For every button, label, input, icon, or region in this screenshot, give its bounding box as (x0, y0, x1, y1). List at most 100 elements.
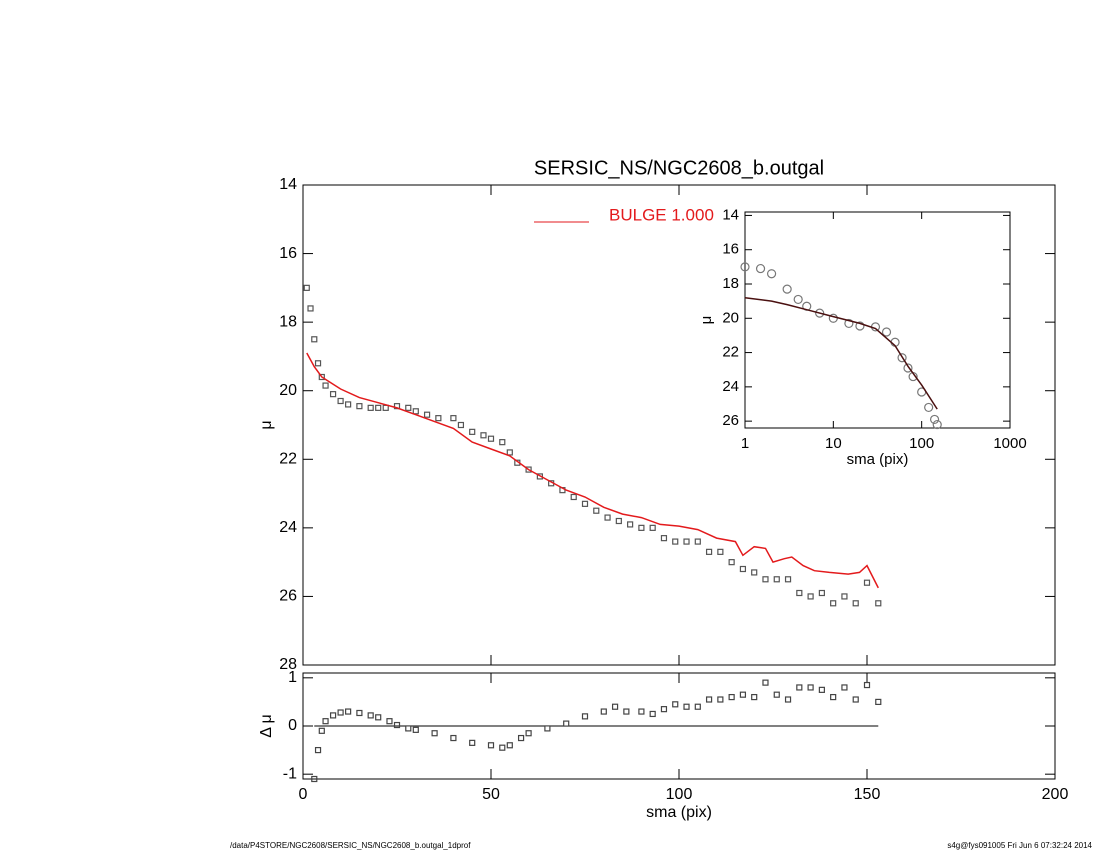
data-point (694, 538, 701, 545)
y-axis-label: μ (258, 420, 275, 429)
data-point (875, 600, 882, 607)
data-point (863, 681, 871, 689)
data-point (903, 363, 913, 373)
data-point (337, 709, 344, 716)
data-point (755, 263, 766, 274)
y-axis-label: μ (698, 316, 715, 325)
data-point (375, 714, 382, 721)
y-tick-label: 22 (722, 344, 739, 361)
data-point (762, 679, 769, 686)
data-point (784, 696, 792, 703)
data-point (807, 684, 814, 691)
data-point (318, 727, 325, 734)
y-tick-label: 20 (279, 382, 297, 399)
data-point (762, 576, 769, 583)
data-point (649, 524, 656, 531)
data-point (499, 744, 506, 751)
x-tick-label: 1000 (993, 435, 1026, 452)
data-point (405, 404, 412, 411)
y-tick-label: 26 (279, 588, 297, 605)
data-point (773, 576, 780, 583)
data-point (423, 411, 431, 418)
model-line (306, 352, 879, 589)
y-tick-label: -1 (283, 765, 297, 782)
model-line (744, 296, 938, 410)
x-tick-label: 200 (1042, 786, 1069, 803)
data-point (375, 404, 382, 411)
data-point (728, 559, 735, 566)
data-point (581, 500, 589, 507)
data-point (841, 593, 848, 600)
data-point (638, 708, 645, 715)
data-point (367, 712, 374, 719)
y-tick-label: 18 (279, 313, 297, 330)
data-point (739, 691, 747, 698)
data-point (318, 373, 325, 381)
y-axis-label: Δ μ (258, 714, 275, 737)
data-point (382, 404, 389, 411)
data-point (356, 403, 363, 410)
plot-frame (302, 184, 1056, 666)
data-point (431, 730, 438, 737)
x-tick-label: 0 (299, 786, 308, 803)
data-point (457, 421, 465, 429)
data-point (367, 404, 374, 411)
data-point (796, 684, 803, 691)
y-tick-label: 1 (288, 669, 297, 686)
data-point (672, 701, 679, 708)
plot-frame (744, 211, 1011, 429)
x-tick-label: 50 (482, 786, 500, 803)
data-point (314, 746, 322, 754)
data-point (638, 524, 645, 531)
data-point (796, 589, 803, 597)
data-point (517, 734, 525, 742)
data-point (345, 708, 352, 715)
data-point (782, 284, 792, 294)
data-point (852, 600, 859, 607)
data-point (435, 415, 442, 422)
data-point (649, 710, 656, 718)
data-point (683, 538, 690, 545)
y-tick-label: 22 (279, 451, 297, 468)
data-point (830, 600, 837, 607)
data-point (929, 414, 940, 425)
data-point (683, 703, 690, 710)
data-point (611, 703, 619, 710)
data-point (322, 382, 329, 389)
data-point (506, 742, 513, 749)
x-axis-label: sma (pix) (646, 804, 712, 821)
y-tick-label: 16 (279, 245, 297, 262)
data-point (818, 686, 825, 693)
data-point (615, 517, 622, 525)
x-tick-label: 150 (854, 786, 881, 803)
data-point (815, 308, 825, 318)
data-point (784, 576, 792, 583)
data-point (852, 696, 859, 703)
data-point (563, 720, 570, 727)
data-point (728, 693, 735, 701)
data-point (694, 703, 701, 710)
data-point (469, 428, 476, 435)
data-point (660, 706, 668, 713)
data-point (863, 579, 871, 586)
data-point (717, 696, 724, 703)
legend-label: BULGE 1.000 (609, 205, 714, 224)
x-tick-label: 1 (741, 435, 749, 452)
data-point (307, 305, 314, 312)
data-point (705, 548, 713, 555)
y-tick-label: 26 (722, 412, 739, 429)
data-point (570, 493, 577, 501)
data-point (581, 713, 589, 720)
data-point (773, 691, 780, 698)
data-point (345, 401, 352, 408)
y-tick-label: 24 (722, 378, 739, 395)
x-tick-label: 10 (825, 435, 842, 452)
data-point (818, 589, 825, 597)
data-point (766, 269, 777, 279)
data-point (740, 262, 750, 272)
data-point (739, 565, 747, 573)
y-tick-label: 0 (288, 717, 297, 734)
data-point (544, 725, 551, 732)
data-point (303, 284, 310, 291)
